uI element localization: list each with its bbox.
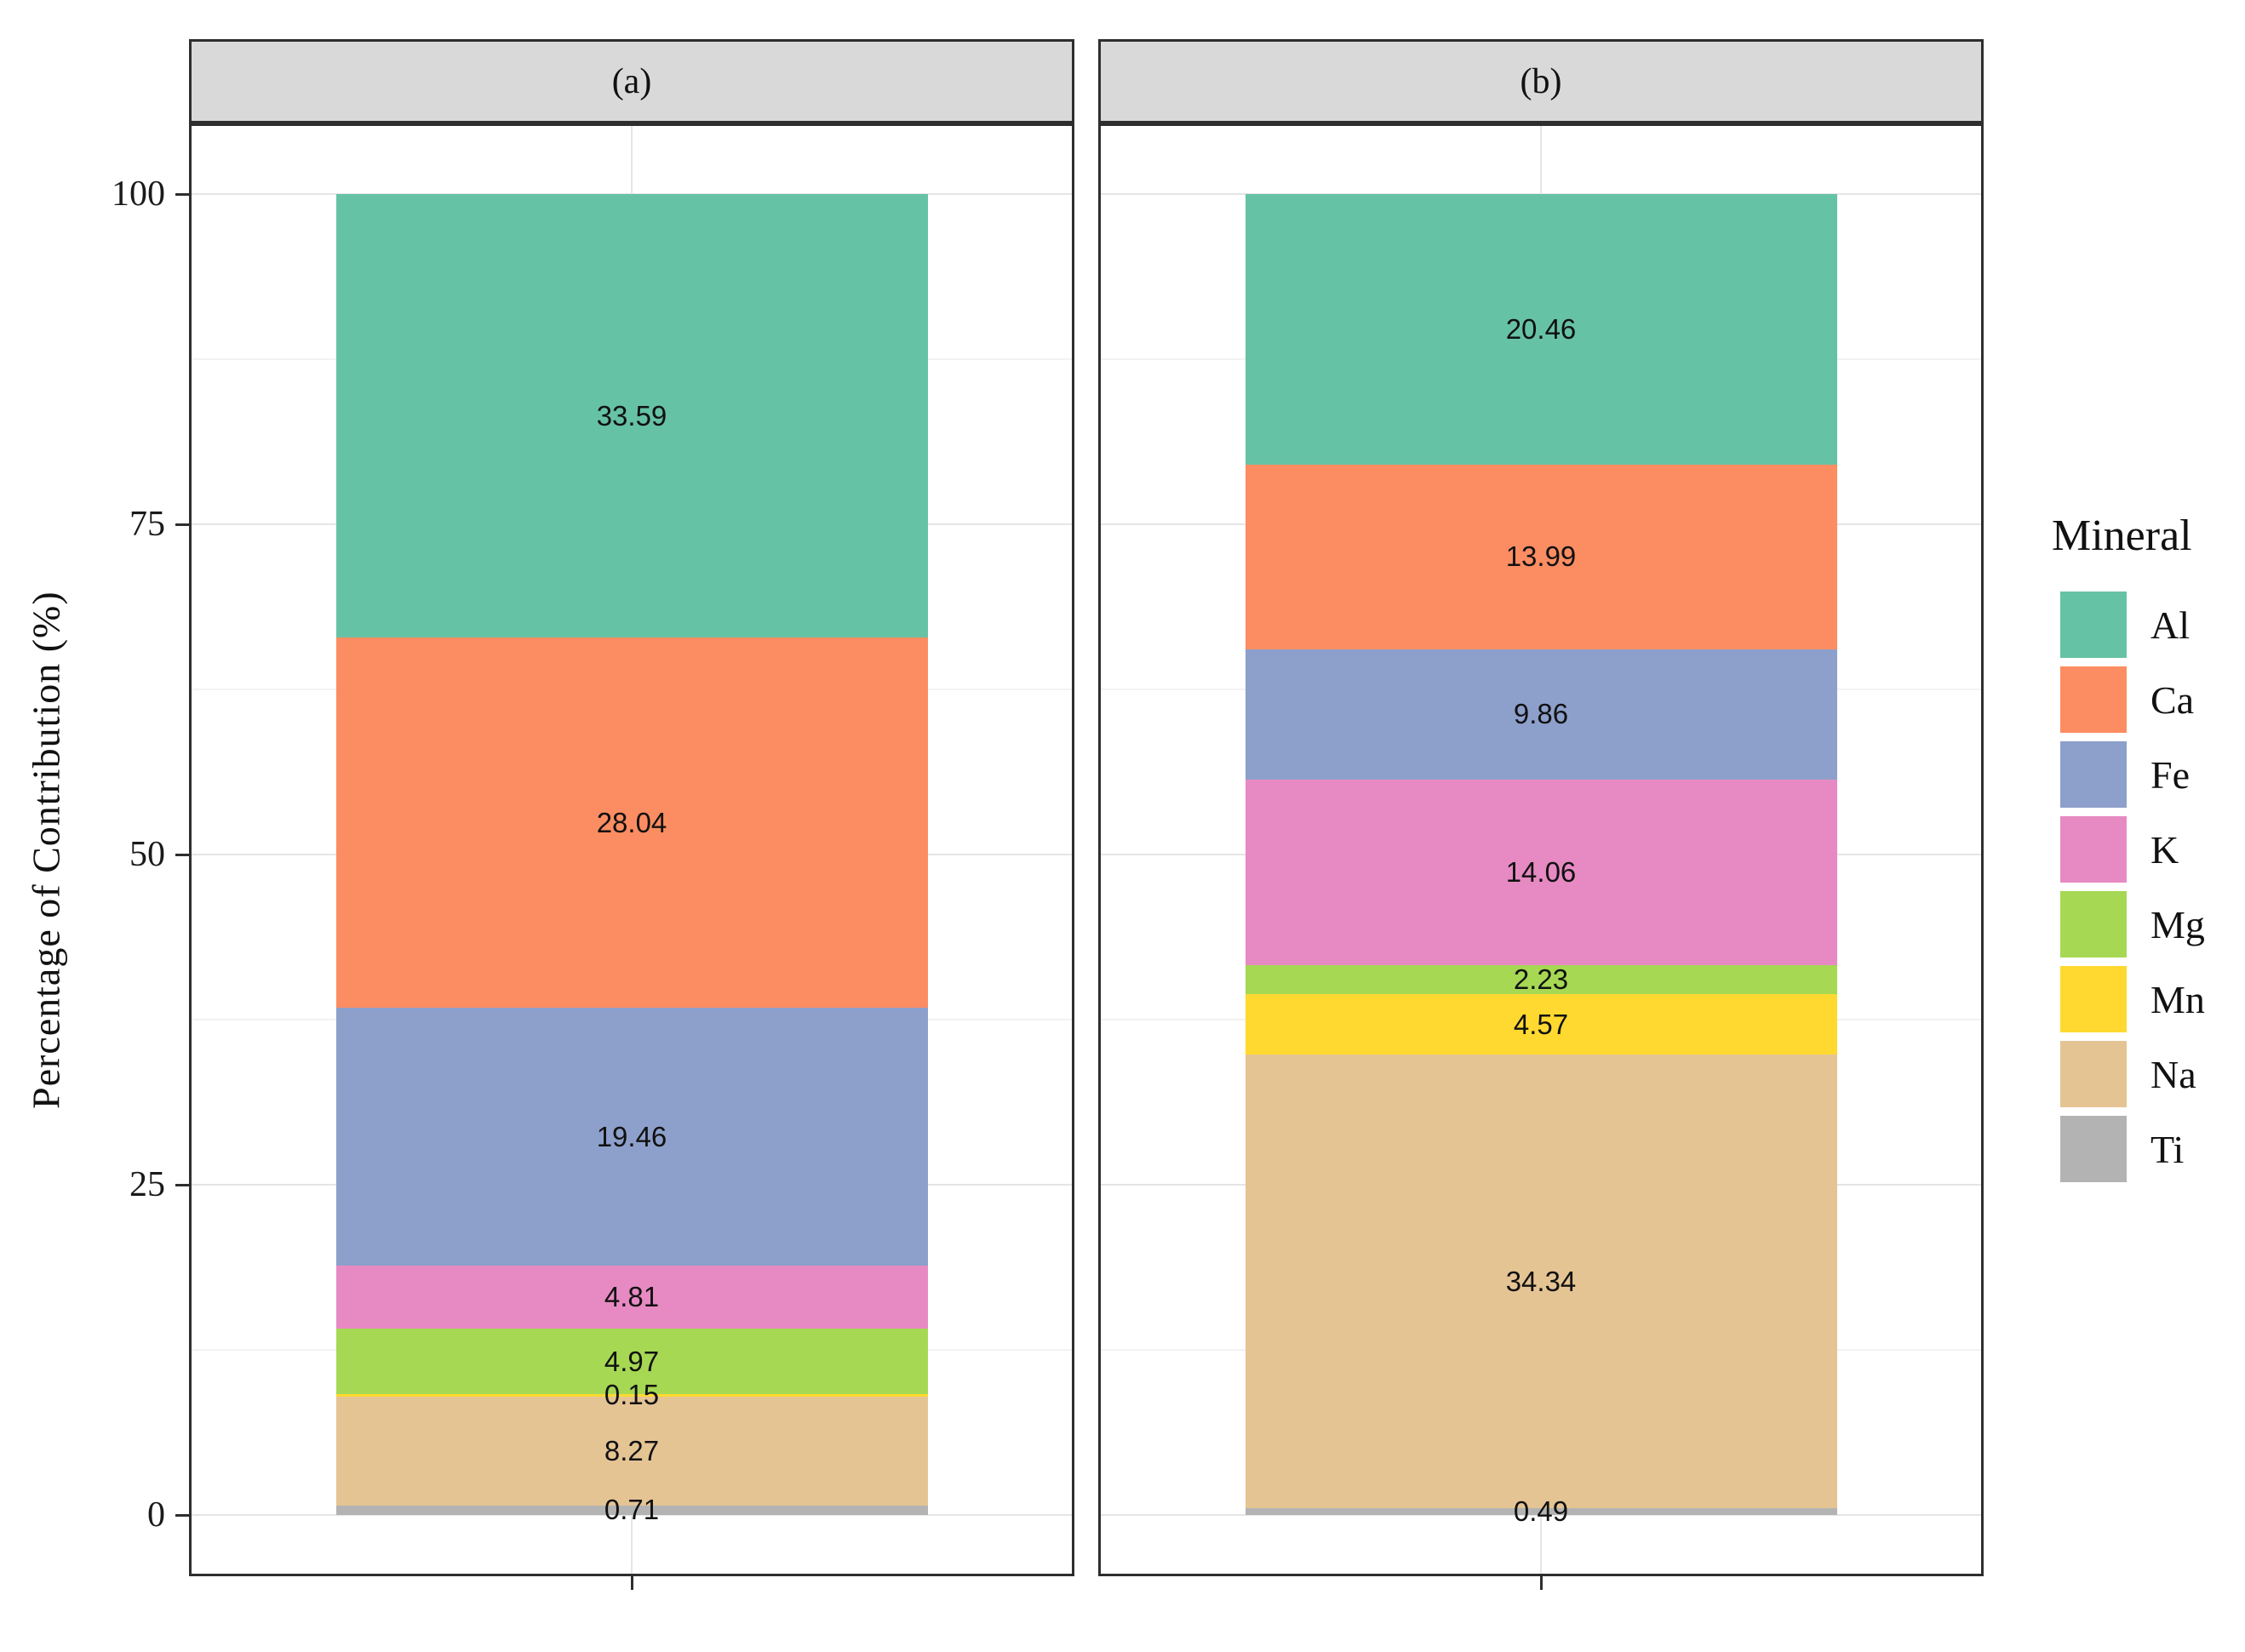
y-tick-label-0: 0 (147, 1495, 165, 1535)
stacked-bar: 33.59 28.04 19.46 4.81 4.97 0.15 8.27 0.71 (335, 194, 928, 1525)
legend-item-Ca: Ca (2045, 666, 2245, 733)
legend-items: Al Ca Fe K Mg Mn Na Ti (2045, 592, 2245, 1182)
stacked-bar: 20.46 13.99 9.86 14.06 2.23 4.57 34.34 0.49 (1245, 194, 1837, 1527)
bar-segment-Na (335, 1396, 928, 1506)
legend-label-Mg: Mg (2151, 902, 2205, 946)
legend-item-Ti: Ti (2045, 1116, 2245, 1182)
legend-label-Na: Na (2151, 1052, 2196, 1096)
y-tick-mark-50 (175, 853, 189, 856)
bar-segment-Mn (1245, 994, 1837, 1055)
y-tick-label-25: 25 (129, 1165, 165, 1204)
facet-strip-a: (a) (189, 39, 1074, 123)
bar-segment-Fe (335, 1008, 928, 1266)
legend-swatch-Ti (2060, 1116, 2127, 1182)
legend-swatch-Na (2060, 1041, 2127, 1107)
legend-item-Fe: Fe (2045, 741, 2245, 808)
bar-segment-Mg (1245, 964, 1837, 995)
y-tick-mark-100 (175, 192, 189, 196)
y-tick-mark-75 (175, 523, 189, 526)
x-tick-mark-facet-a (630, 1576, 633, 1590)
bar-segment-Ca (335, 637, 928, 1009)
bar-segment-K (335, 1265, 928, 1329)
y-tick-label-50: 50 (129, 835, 165, 874)
legend-swatch-K (2060, 816, 2127, 883)
y-tick-label-100: 100 (112, 174, 165, 214)
bar-segment-Ti (335, 1505, 928, 1515)
legend-swatch-Fe (2060, 741, 2127, 808)
x-tick-mark-facet-b (1539, 1576, 1543, 1590)
bar-segment-Al (1245, 194, 1837, 465)
legend-item-Mn: Mn (2045, 966, 2245, 1032)
legend-item-Al: Al (2045, 592, 2245, 658)
legend-swatch-Mg (2060, 891, 2127, 957)
legend-title: Mineral (2052, 512, 2192, 560)
facet-strip-b: (b) (1098, 39, 1984, 123)
legend-swatch-Ca (2060, 666, 2127, 733)
y-tick-label-75: 75 (129, 505, 165, 544)
y-tick-mark-25 (175, 1183, 189, 1186)
bar-segment-Ca (1245, 464, 1837, 649)
bar-segment-Al (335, 194, 928, 638)
bar-segment-Fe (1245, 649, 1837, 780)
legend-label-Ti: Ti (2151, 1127, 2185, 1171)
facet-strip-a-label: (a) (611, 61, 652, 101)
legend-item-Mg: Mg (2045, 891, 2245, 957)
legend-label-Mn: Mn (2151, 977, 2205, 1021)
legend-item-K: K (2045, 816, 2245, 883)
facet-strip-b-label: (b) (1520, 61, 1562, 101)
bar-segment-K (1245, 779, 1837, 965)
bar-segment-Ti (1245, 1508, 1837, 1515)
y-tick-mark-0 (175, 1513, 189, 1517)
legend-item-Na: Na (2045, 1041, 2245, 1107)
bar-segment-Na (1245, 1055, 1837, 1509)
legend-label-Fe: Fe (2151, 752, 2190, 797)
facet-panel-b: 20.46 13.99 9.86 14.06 2.23 4.57 34.34 0.49 (1098, 123, 1984, 1576)
legend-label-Ca: Ca (2151, 677, 2195, 722)
legend: Mineral Al Ca Fe K Mg Mn Na Ti (2045, 511, 2245, 1191)
legend-swatch-Mn (2060, 966, 2127, 1032)
legend-label-K: K (2151, 827, 2179, 872)
legend-label-Al: Al (2151, 603, 2190, 647)
facet-panel-a: 33.59 28.04 19.46 4.81 4.97 0.15 8.27 0.71 (189, 123, 1074, 1576)
bar-segment-Mn (335, 1394, 928, 1397)
bar-segment-Mg (335, 1329, 928, 1395)
legend-swatch-Al (2060, 592, 2127, 658)
